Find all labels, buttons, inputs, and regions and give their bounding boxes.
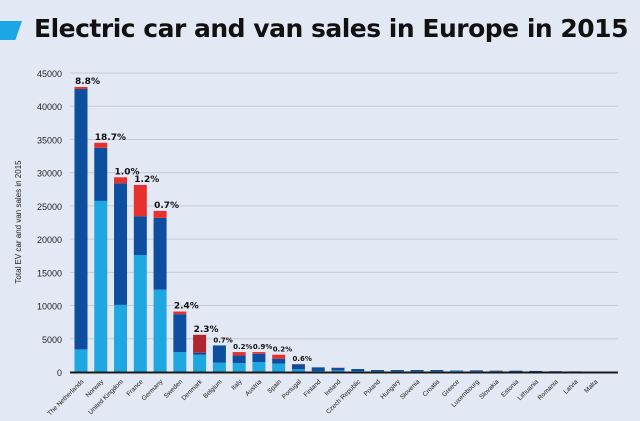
y-tick-label: 35000 — [37, 135, 62, 145]
data-label: 1.2% — [134, 175, 159, 185]
x-tick-label: Finland — [303, 378, 323, 398]
bar-segment-2 — [173, 314, 187, 353]
y-tick-label: 25000 — [37, 202, 62, 212]
bar-segment-3 — [153, 210, 167, 218]
x-tick-label: Croatia — [421, 378, 441, 398]
bar-segment-3 — [133, 184, 147, 217]
bar-segment-2 — [410, 370, 424, 372]
bar-segment-2 — [331, 368, 345, 371]
title-accent-shape — [0, 21, 22, 40]
data-label: 0.7% — [154, 201, 179, 211]
bar-segment-1 — [74, 349, 88, 372]
bar-segment-3 — [94, 142, 108, 148]
bar-segment-2 — [252, 353, 266, 363]
x-tick-label: Austria — [244, 378, 264, 398]
x-tick-label: The Netherlands — [46, 378, 85, 417]
bar-segment-1 — [114, 304, 128, 372]
bar-segment-2 — [94, 147, 108, 201]
bar-segment-2 — [212, 345, 226, 363]
bar-segment-3 — [252, 352, 266, 354]
data-label: 0.2% — [273, 346, 292, 354]
bar-segment-3 — [193, 334, 207, 353]
y-axis-label: Total EV car and van sales in 2015 — [14, 160, 23, 284]
bar-segment-2 — [469, 370, 483, 372]
bar-segment-1 — [291, 369, 305, 372]
bar-segment-2 — [153, 217, 167, 290]
bar-segment-1 — [153, 289, 167, 372]
page-title: Electric car and van sales in Europe in … — [34, 14, 628, 43]
bar-segment-3 — [232, 352, 246, 356]
bar-segment-2 — [291, 364, 305, 370]
bar-segment-1 — [212, 362, 226, 372]
x-tick-label: Italy — [230, 378, 244, 392]
bar-segment-1 — [173, 352, 187, 372]
x-tick-label: Slovakia — [478, 378, 501, 401]
bar-segment-2 — [272, 358, 286, 364]
data-label: 1.0% — [115, 167, 140, 177]
bar-segment-1 — [232, 363, 246, 372]
y-tick-label: 0 — [57, 368, 62, 378]
x-tick-label: Belgium — [202, 378, 224, 400]
x-tick-label: Malta — [583, 378, 599, 394]
y-tick-label: 40000 — [37, 102, 62, 112]
bar-segment-3 — [173, 311, 187, 315]
bar-segment-2 — [133, 216, 147, 256]
bar-segment-2 — [489, 370, 503, 372]
bar-segment-3 — [114, 177, 128, 184]
x-tick-label: Romania — [537, 378, 561, 402]
x-tick-label: Portugal — [281, 378, 303, 400]
bar-segment-2 — [371, 370, 385, 372]
x-tick-label: Latvia — [562, 378, 579, 395]
y-tick-label: 20000 — [37, 235, 62, 245]
y-tick-label: 45000 — [37, 69, 62, 79]
data-label: 2.4% — [174, 302, 199, 312]
x-tick-label: United Kingdom — [87, 378, 125, 416]
data-label: 0.6% — [292, 355, 311, 363]
bar-segment-2 — [114, 183, 128, 305]
data-label: 0.2% — [233, 343, 252, 351]
x-tick-label: Spain — [266, 378, 283, 395]
bars: 8.8%18.7%1.0%1.2%0.7%2.4%2.3%0.7%0.2% 0.9… — [74, 77, 602, 372]
x-tick-label: Slovenia — [399, 378, 422, 401]
bar-segment-2 — [430, 370, 444, 372]
x-tick-label: Germany — [141, 378, 165, 402]
bar-segment-1 — [252, 362, 266, 372]
bar-segment-2 — [74, 88, 88, 350]
x-tick-label: Denmark — [180, 378, 204, 402]
bar-segment-3 — [74, 86, 88, 89]
data-label: 2.3% — [194, 325, 219, 335]
bar-segment-2 — [311, 367, 325, 372]
bar-segment-2 — [193, 352, 207, 355]
y-tick-label: 10000 — [37, 302, 62, 312]
data-label: 18.7% — [95, 133, 126, 143]
bar-segment-1 — [193, 354, 207, 372]
y-tick-label: 15000 — [37, 268, 62, 278]
bar-segment-2 — [529, 370, 543, 372]
y-tick-labels: 0 5000 10000 15000 20000 25000 30000 35000 40000… — [37, 69, 62, 378]
bar-segment-2 — [509, 370, 523, 372]
y-tick-label: 5000 — [42, 335, 62, 345]
bar-segment-3 — [272, 354, 286, 359]
gridlines — [70, 72, 618, 340]
y-tick-label: 30000 — [37, 169, 62, 179]
x-tick-label: Czech Republic — [325, 378, 363, 416]
bar-segment-1 — [272, 363, 286, 372]
bar-segment-1 — [133, 255, 147, 372]
data-label: 8.8% — [75, 77, 100, 87]
data-label: 0.7% — [213, 336, 232, 344]
bar-segment-2 — [232, 355, 246, 364]
bar-segment-2 — [351, 369, 365, 372]
bar-segment-2 — [390, 370, 404, 372]
bar-segment-1 — [331, 370, 345, 372]
data-label: 0.9% — [253, 343, 272, 351]
bar-segment-1 — [94, 200, 108, 372]
bar-segment-1 — [450, 370, 464, 372]
